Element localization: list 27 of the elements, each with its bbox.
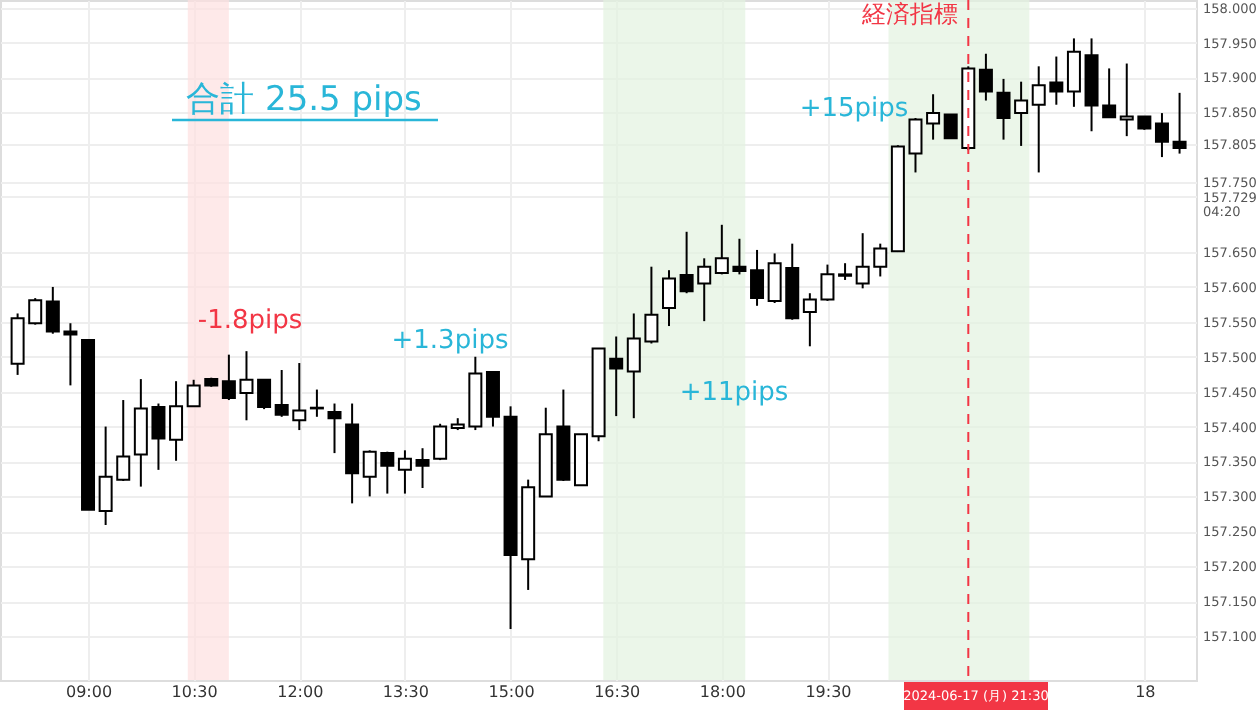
text: 合計 25.5 pips: [186, 80, 423, 120]
candlestick: [485, 371, 500, 428]
candlestick: [1154, 112, 1169, 159]
x-tick-label: 15:00: [488, 683, 535, 701]
x-tick-label: 16:30: [594, 683, 641, 701]
candlestick: [169, 380, 184, 462]
x-tick-label: 13:30: [382, 683, 429, 701]
x-tick-label: 09:00: [65, 683, 113, 701]
x-tick-label: 18:00: [699, 683, 746, 701]
candlestick: [662, 269, 677, 328]
candlestick: [926, 93, 941, 141]
x-tick-label: 19:30: [805, 683, 852, 701]
x-tick-label: 12:00: [277, 683, 324, 701]
x-tick-label: 18: [1135, 683, 1156, 701]
annotation: +1.3pips: [391, 326, 509, 356]
annotation: -1.8pips: [197, 306, 303, 336]
annotation: +11pips: [679, 378, 789, 408]
candlestick: [257, 378, 272, 411]
x-tick-label: 10:30: [171, 683, 218, 701]
candlestick: [397, 449, 412, 495]
ref-line-label: 経済指標: [860, 0, 959, 28]
candlestick: [327, 402, 342, 455]
candlestick: [750, 248, 765, 307]
candlestick: [1172, 91, 1187, 155]
annotation: +15pips: [799, 94, 909, 124]
candlestick: [978, 52, 993, 102]
candlestick: [1066, 37, 1081, 108]
